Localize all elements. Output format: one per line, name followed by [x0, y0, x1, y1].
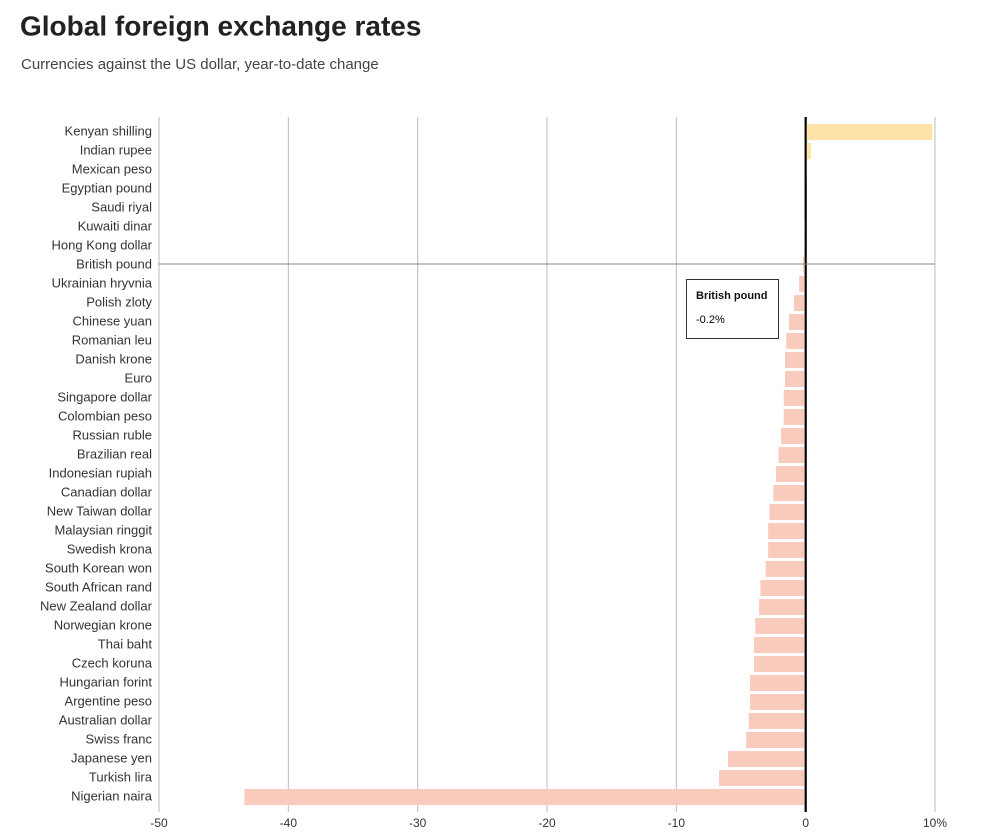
bar: [786, 333, 806, 349]
y-tick-label: Singapore dollar: [57, 389, 152, 404]
y-tick-label: South African rand: [45, 579, 152, 594]
y-tick-label: Mexican peso: [72, 161, 152, 176]
bar: [783, 409, 806, 425]
tooltip: British pound -0.2%: [686, 279, 779, 339]
chart-subtitle: Currencies against the US dollar, year-t…: [21, 56, 379, 73]
bar: [760, 580, 806, 596]
y-tick-label: Saudi riyal: [91, 199, 152, 214]
chart-title: Global foreign exchange rates: [20, 10, 421, 41]
bar: [759, 599, 806, 615]
y-tick-label: Euro: [125, 370, 152, 385]
y-tick-label: Indonesian rupiah: [49, 465, 152, 480]
bar: [775, 466, 806, 482]
bar: [805, 124, 933, 140]
bar: [755, 618, 806, 634]
x-tick-label: 10%: [923, 816, 947, 830]
bar: [750, 675, 806, 691]
bar: [244, 789, 806, 805]
y-tick-label: Romanian leu: [72, 332, 152, 347]
tooltip-value: -0.2%: [696, 314, 725, 326]
bar: [719, 770, 806, 786]
x-tick-label: -10: [668, 816, 686, 830]
bar: [768, 542, 806, 558]
bar: [768, 523, 806, 539]
y-tick-label: Czech koruna: [72, 655, 153, 670]
y-tick-label: Australian dollar: [59, 712, 153, 727]
y-tick-label: Swedish krona: [67, 541, 153, 556]
bar: [769, 504, 806, 520]
y-tick-label: Colombian peso: [58, 408, 152, 423]
y-tick-label: Danish krone: [75, 351, 152, 366]
x-tick-label: -40: [280, 816, 298, 830]
y-tick-label: New Taiwan dollar: [47, 503, 153, 518]
bar: [805, 143, 811, 159]
y-tick-label: New Zealand dollar: [40, 598, 153, 613]
y-tick-label: Canadian dollar: [61, 484, 153, 499]
y-tick-label: Malaysian ringgit: [54, 522, 152, 537]
x-tick-label: -30: [409, 816, 427, 830]
bar: [746, 732, 806, 748]
y-tick-label: Hungarian forint: [60, 674, 153, 689]
bar: [773, 485, 806, 501]
y-tick-label: Chinese yuan: [73, 313, 153, 328]
bar: [728, 751, 806, 767]
bar: [781, 428, 806, 444]
bar: [799, 276, 806, 292]
y-tick-label: Swiss franc: [86, 731, 153, 746]
bar: [794, 295, 806, 311]
bar: [784, 371, 806, 387]
y-tick-label: Kuwaiti dinar: [78, 218, 153, 233]
bar: [788, 314, 806, 330]
y-tick-label: British pound: [76, 256, 152, 271]
y-tick-label: Japanese yen: [71, 750, 152, 765]
bar: [753, 656, 806, 672]
x-tick-label: -50: [150, 816, 168, 830]
y-tick-label: Argentine peso: [65, 693, 152, 708]
y-tick-label: Nigerian naira: [71, 788, 153, 803]
y-tick-label: Kenyan shilling: [65, 123, 152, 138]
bar: [753, 637, 806, 653]
x-tick-label: -20: [538, 816, 556, 830]
tooltip-title: British pound: [696, 290, 768, 302]
y-tick-label: Brazilian real: [77, 446, 152, 461]
bar: [783, 390, 806, 406]
y-tick-label: Indian rupee: [80, 142, 152, 157]
x-tick-label: 0: [802, 816, 809, 830]
bar: [803, 257, 806, 273]
bar: [778, 447, 806, 463]
y-tick-label: Hong Kong dollar: [52, 237, 153, 252]
y-tick-label: Thai baht: [98, 636, 153, 651]
bar: [750, 694, 806, 710]
y-tick-label: Egyptian pound: [62, 180, 152, 195]
bar: [748, 713, 806, 729]
bar: [784, 352, 806, 368]
y-tick-label: South Korean won: [45, 560, 152, 575]
y-tick-label: Russian ruble: [73, 427, 153, 442]
y-tick-label: Turkish lira: [89, 769, 153, 784]
y-tick-label: Polish zloty: [86, 294, 152, 309]
y-tick-label: Ukrainian hryvnia: [52, 275, 153, 290]
bar: [765, 561, 806, 577]
y-tick-label: Norwegian krone: [54, 617, 152, 632]
